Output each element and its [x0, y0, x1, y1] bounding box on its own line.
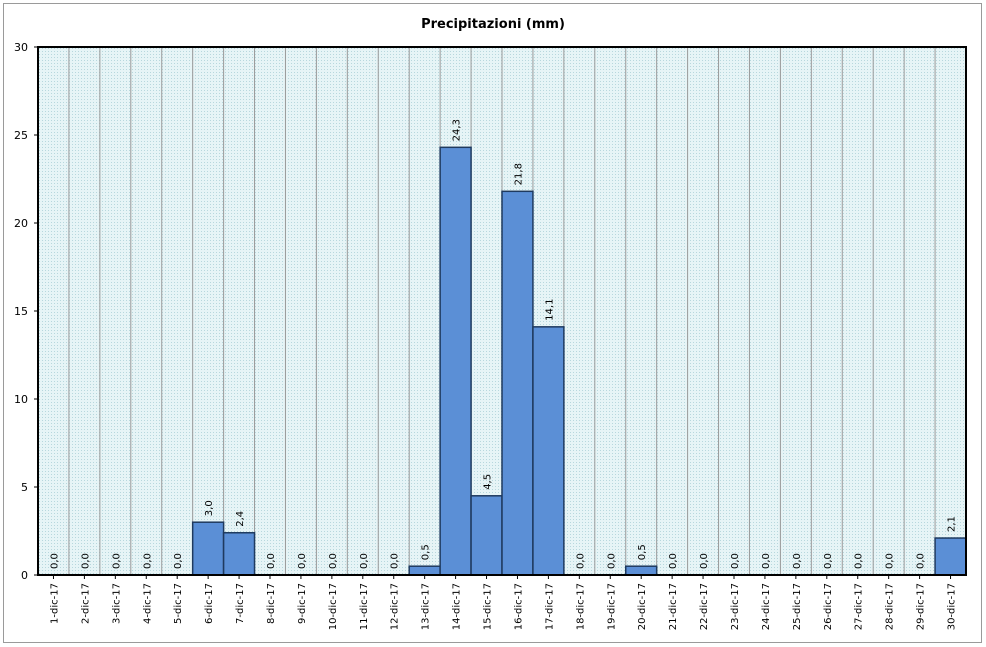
y-tick-label: 5: [21, 481, 28, 494]
x-tick-label: 15-dic-17: [483, 583, 494, 630]
data-label: 0,0: [854, 553, 865, 569]
y-tick-label: 0: [21, 569, 28, 582]
data-label: 0,5: [421, 544, 432, 560]
data-label: 0,0: [823, 553, 834, 569]
data-label: 0,0: [885, 553, 896, 569]
x-tick-label: 17-dic-17: [544, 583, 555, 630]
data-label: 0,5: [637, 544, 648, 560]
data-label: 0,0: [575, 553, 586, 569]
x-tick-label: 8-dic-17: [266, 583, 277, 624]
y-tick-label: 20: [14, 217, 28, 230]
data-label: 0,0: [142, 553, 153, 569]
x-tick-label: 9-dic-17: [297, 583, 308, 624]
x-tick-label: 2-dic-17: [80, 583, 91, 624]
data-label: 0,0: [297, 553, 308, 569]
data-label: 0,0: [730, 553, 741, 569]
x-tick-label: 21-dic-17: [668, 583, 679, 630]
x-tick-label: 19-dic-17: [606, 583, 617, 630]
bar: [532, 326, 565, 576]
x-tick-label: 13-dic-17: [421, 583, 432, 630]
bar: [624, 565, 658, 576]
data-label: 0,0: [390, 553, 401, 569]
chart-title: Precipitazioni (mm): [421, 17, 565, 32]
data-label: 0,0: [792, 553, 803, 569]
bar: [191, 521, 225, 576]
data-label: 24,3: [452, 119, 463, 141]
x-tick-label: 5-dic-17: [173, 583, 184, 624]
y-tick-label: 10: [14, 393, 28, 406]
data-label: 0,0: [606, 553, 617, 569]
bar: [408, 565, 441, 576]
data-labels: 0,0 0,0 0,0 0,0 0,0 3,0 2,4 0,0 0,0 0,0 0,0 0,0 0,5 2…: [49, 119, 957, 569]
data-label: 0,0: [80, 553, 91, 569]
x-tick-label: 20-dic-17: [637, 583, 648, 630]
data-label: 0,0: [668, 553, 679, 569]
x-tick-label: 11-dic-17: [359, 583, 370, 630]
data-label: 21,8: [513, 163, 524, 185]
data-label: 3,0: [204, 500, 215, 516]
y-tick-label: 25: [14, 129, 28, 142]
bar: [439, 146, 472, 576]
x-tick-label: 14-dic-17: [452, 583, 463, 630]
data-label: 14,1: [544, 299, 555, 321]
x-tick-label: 1-dic-17: [49, 583, 60, 624]
bars: [191, 146, 967, 576]
x-tick-label: 29-dic-17: [916, 583, 927, 630]
bar: [222, 532, 256, 576]
x-tick-label: 10-dic-17: [328, 583, 339, 630]
data-label: 0,0: [328, 553, 339, 569]
x-tick-label: 6-dic-17: [204, 583, 215, 624]
x-tick-label: 28-dic-17: [885, 583, 896, 630]
x-tick-label: 4-dic-17: [142, 583, 153, 624]
x-tick-label: 3-dic-17: [111, 583, 122, 624]
data-label: 4,5: [483, 474, 494, 490]
data-label: 0,0: [699, 553, 710, 569]
data-label: 0,0: [111, 553, 122, 569]
x-tick-label: 12-dic-17: [390, 583, 401, 630]
y-tick-label: 15: [14, 305, 28, 318]
bar: [934, 537, 967, 576]
x-tick-label: 30-dic-17: [947, 583, 958, 630]
bar: [470, 495, 503, 576]
bar: [501, 190, 534, 576]
plot-border: [37, 46, 967, 576]
data-label: 0,0: [173, 553, 184, 569]
data-label: 0,0: [761, 553, 772, 569]
data-label: 2,1: [947, 516, 958, 532]
y-axis: 0 5 10 15 20 25 30: [14, 41, 38, 582]
y-tick-label: 30: [14, 41, 28, 54]
data-label: 0,0: [916, 553, 927, 569]
x-tick-label: 27-dic-17: [854, 583, 865, 630]
x-tick-label: 26-dic-17: [823, 583, 834, 630]
x-tick-label: 18-dic-17: [575, 583, 586, 630]
data-label: 0,0: [49, 553, 60, 569]
x-tick-label: 25-dic-17: [792, 583, 803, 630]
x-tick-label: 22-dic-17: [699, 583, 710, 630]
x-axis: 1-dic-17 2-dic-17 3-dic-17 4-dic-17 5-dic-17…: [49, 575, 958, 630]
x-tick-label: 24-dic-17: [761, 583, 772, 630]
data-label: 2,4: [235, 511, 246, 527]
data-label: 0,0: [266, 553, 277, 569]
data-label: 0,0: [359, 553, 370, 569]
x-tick-label: 7-dic-17: [235, 583, 246, 624]
x-tick-label: 16-dic-17: [513, 583, 524, 630]
x-tick-label: 23-dic-17: [730, 583, 741, 630]
